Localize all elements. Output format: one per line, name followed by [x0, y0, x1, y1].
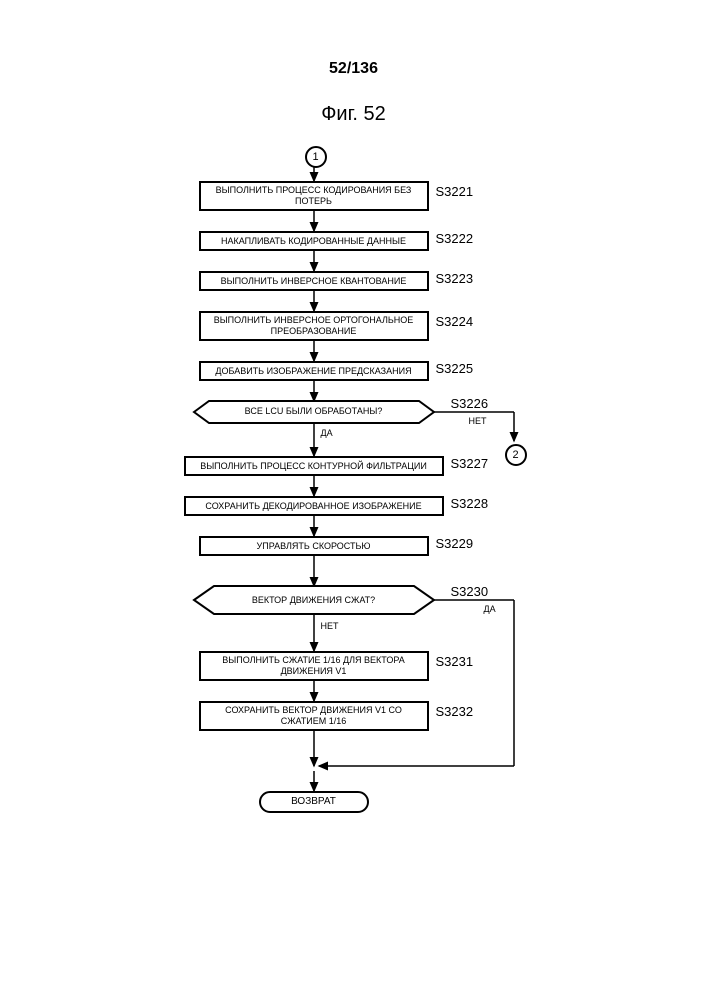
label-s3228: S3228	[451, 496, 489, 511]
connector-out: 2	[505, 444, 527, 466]
label-s3221: S3221	[436, 184, 474, 199]
connector-in: 1	[305, 146, 327, 168]
label-s3230: S3230	[451, 584, 489, 599]
page-number: 52/136	[0, 0, 707, 78]
label-s3231: S3231	[436, 654, 474, 669]
decision-s3230-text: ВЕКТОР ДВИЖЕНИЯ СЖАТ?	[244, 595, 384, 605]
flowchart: 1 ВЫПОЛНИТЬ ПРОЦЕСС КОДИРОВАНИЯ БЕЗ ПОТЕ…	[114, 146, 594, 926]
label-s3227: S3227	[451, 456, 489, 471]
step-s3221: ВЫПОЛНИТЬ ПРОЦЕСС КОДИРОВАНИЯ БЕЗ ПОТЕРЬ	[199, 181, 429, 211]
step-s3222: НАКАПЛИВАТЬ КОДИРОВАННЫЕ ДАННЫЕ	[199, 231, 429, 251]
step-s3232: СОХРАНИТЬ ВЕКТОР ДВИЖЕНИЯ V1 СО СЖАТИЕМ …	[199, 701, 429, 731]
label-s3222: S3222	[436, 231, 474, 246]
label-s3225: S3225	[436, 361, 474, 376]
label-s3224: S3224	[436, 314, 474, 329]
page: 52/136 Фиг. 52	[0, 0, 707, 1000]
step-s3231: ВЫПОЛНИТЬ СЖАТИЕ 1/16 ДЛЯ ВЕКТОРА ДВИЖЕН…	[199, 651, 429, 681]
label-s3232: S3232	[436, 704, 474, 719]
decision-s3230-yes: ДА	[484, 604, 496, 614]
step-s3228: СОХРАНИТЬ ДЕКОДИРОВАННОЕ ИЗОБРАЖЕНИЕ	[184, 496, 444, 516]
step-s3223: ВЫПОЛНИТЬ ИНВЕРСНОЕ КВАНТОВАНИЕ	[199, 271, 429, 291]
decision-s3226-text: ВСЕ LCU БЫЛИ ОБРАБОТАНЫ?	[234, 406, 394, 416]
decision-s3230-no: НЕТ	[321, 621, 339, 631]
label-s3226: S3226	[451, 396, 489, 411]
step-s3224: ВЫПОЛНИТЬ ИНВЕРСНОЕ ОРТОГОНАЛЬНОЕ ПРЕОБР…	[199, 311, 429, 341]
step-s3225: ДОБАВИТЬ ИЗОБРАЖЕНИЕ ПРЕДСКАЗАНИЯ	[199, 361, 429, 381]
figure-title: Фиг. 52	[0, 103, 707, 126]
decision-s3226-yes: ДА	[321, 428, 333, 438]
label-s3229: S3229	[436, 536, 474, 551]
step-s3229: УПРАВЛЯТЬ СКОРОСТЬЮ	[199, 536, 429, 556]
label-s3223: S3223	[436, 271, 474, 286]
terminator-return: ВОЗВРАТ	[259, 791, 369, 813]
step-s3227: ВЫПОЛНИТЬ ПРОЦЕСС КОНТУРНОЙ ФИЛЬТРАЦИИ	[184, 456, 444, 476]
decision-s3226-no: НЕТ	[469, 416, 487, 426]
